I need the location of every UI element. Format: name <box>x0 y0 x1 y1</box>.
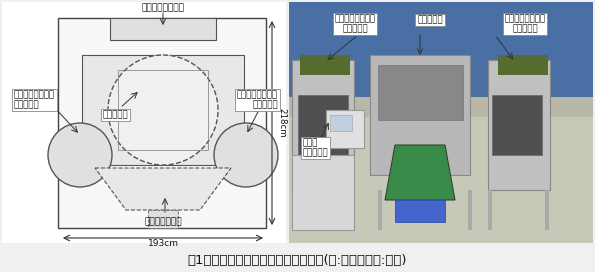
Polygon shape <box>95 168 231 210</box>
Text: 自動給苗ユニット
（穂木用）: 自動給苗ユニット （穂木用） <box>505 14 546 34</box>
Bar <box>468 190 472 230</box>
Bar <box>289 117 593 243</box>
Bar <box>378 65 463 120</box>
Text: 操作盤
（制御部）: 操作盤 （制御部） <box>303 138 328 158</box>
Bar <box>298 95 348 155</box>
Bar <box>488 60 550 190</box>
Bar <box>289 2 593 243</box>
Text: 接ぎ木装置: 接ぎ木装置 <box>103 110 129 119</box>
Circle shape <box>108 55 218 165</box>
Polygon shape <box>385 145 455 200</box>
Text: 自動給苗ユニット
（台木用）: 自動給苗ユニット （台木用） <box>14 90 55 110</box>
Text: 苗取出し搬送部: 苗取出し搬送部 <box>144 218 182 227</box>
Bar <box>58 18 266 228</box>
Bar <box>370 55 470 175</box>
Bar <box>488 190 492 230</box>
Bar <box>289 2 593 97</box>
Bar <box>350 190 354 230</box>
Text: 193cm: 193cm <box>148 239 178 248</box>
Bar <box>110 18 216 40</box>
Bar <box>300 55 350 75</box>
Bar <box>148 210 178 228</box>
Bar <box>118 70 208 150</box>
Text: 218cm: 218cm <box>277 108 286 138</box>
Circle shape <box>48 123 112 187</box>
Bar <box>292 155 354 230</box>
Circle shape <box>214 123 278 187</box>
Bar <box>492 95 542 155</box>
Bar <box>82 55 244 165</box>
Bar <box>2 2 286 243</box>
Text: 自動給苗ユニット
（穂木用）: 自動給苗ユニット （穂木用） <box>237 90 278 110</box>
Bar <box>330 115 352 131</box>
Bar <box>545 190 549 230</box>
Text: セルトレイ搬送部: セルトレイ搬送部 <box>142 4 184 13</box>
Bar <box>378 190 382 230</box>
Bar <box>498 55 548 75</box>
Bar <box>292 60 354 190</box>
Text: 接ぎ木装置: 接ぎ木装置 <box>417 16 443 24</box>
Bar <box>395 200 445 222</box>
Bar <box>326 110 364 148</box>
Text: 自動給苗ユニット
（台木用）: 自動給苗ユニット （台木用） <box>334 14 375 34</box>
Text: 図1　ウリ科野菜用全自動接ぎ木装置(左:平面図、右:全景): 図1 ウリ科野菜用全自動接ぎ木装置(左:平面図、右:全景) <box>187 254 407 267</box>
Bar <box>295 190 299 230</box>
